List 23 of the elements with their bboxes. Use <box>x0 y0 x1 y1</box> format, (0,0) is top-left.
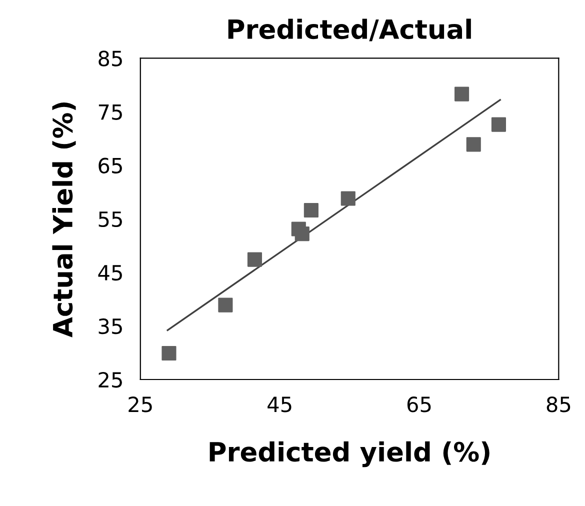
y-tick-label: 55 <box>98 212 122 228</box>
point <box>247 252 262 267</box>
x-tick-label: 25 <box>128 396 152 412</box>
x-tick-label: 45 <box>268 396 292 412</box>
y-tick-label: 25 <box>98 372 122 388</box>
point <box>218 298 233 312</box>
y-tick-label: 65 <box>98 158 122 174</box>
point <box>294 226 310 242</box>
point <box>491 117 506 132</box>
y-tick-label: 45 <box>98 265 122 281</box>
point <box>466 137 481 152</box>
point <box>304 202 318 218</box>
point <box>340 191 356 206</box>
point <box>162 346 176 361</box>
y-axis-title: Actual Yield (%) <box>52 102 76 338</box>
y-tick-label: 35 <box>98 318 122 334</box>
x-tick-label: 65 <box>407 396 431 412</box>
chart-title: Predicted/Actual <box>228 18 471 42</box>
point <box>454 86 470 102</box>
x-tick-label: 85 <box>546 396 570 412</box>
y-tick-label: 75 <box>98 104 122 120</box>
y-tick-label: 85 <box>98 50 122 66</box>
x-axis-title: Predicted yield (%) <box>210 441 490 468</box>
